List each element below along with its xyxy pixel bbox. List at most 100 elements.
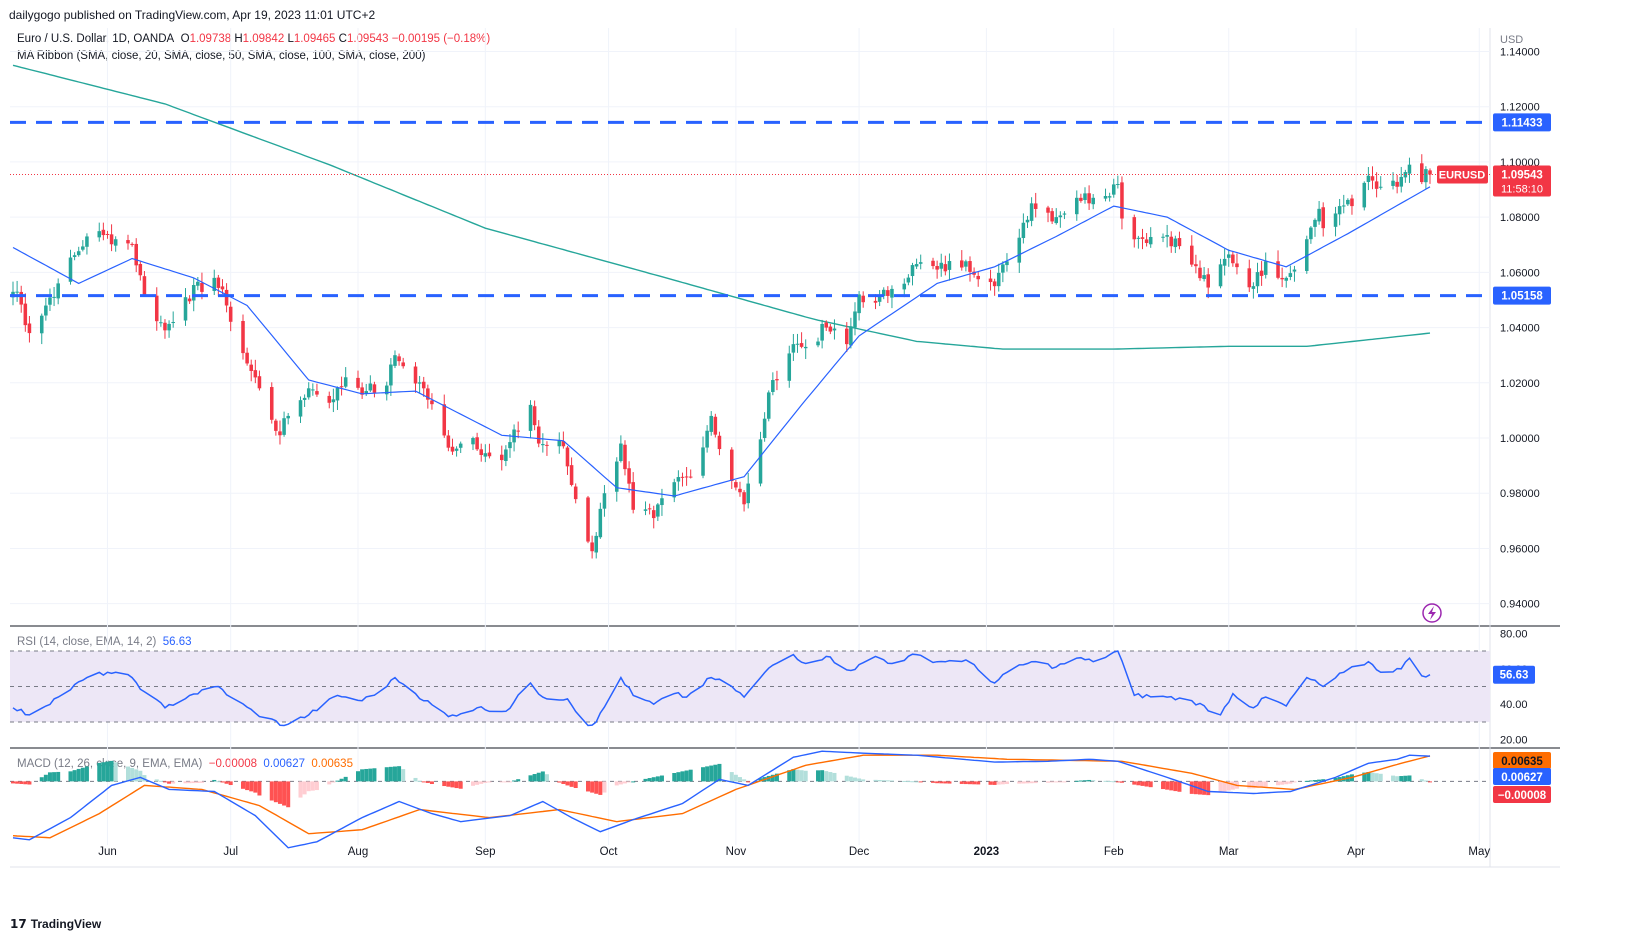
candle-up [171, 321, 175, 323]
candle-up [167, 323, 171, 331]
candle-up [1017, 237, 1022, 263]
macd-histogram-bar [717, 763, 722, 782]
macd-histogram-bar [1251, 781, 1256, 789]
candle-down [126, 240, 130, 244]
macd-histogram-bar [360, 769, 365, 782]
macd-histogram-bar [1025, 781, 1030, 784]
candle-up [528, 404, 533, 431]
symbol-title[interactable]: Euro / U.S. Dollar, 1D, OANDA [17, 33, 175, 45]
macd-signal-line [12, 754, 1431, 839]
candle-up [302, 397, 307, 400]
macd-histogram-bar [590, 781, 595, 793]
candle-up [1107, 196, 1112, 198]
macd-histogram-bar [154, 779, 159, 782]
candle-down [421, 381, 426, 389]
candle-down [253, 370, 258, 378]
candle-up [15, 291, 19, 293]
close-label: C [338, 33, 347, 45]
macd-histogram-bar [742, 779, 747, 782]
macd-histogram-bar [507, 781, 512, 783]
macd-histogram-bar [72, 770, 77, 782]
candle-up [771, 380, 775, 392]
macd-histogram-bar [1312, 780, 1317, 782]
candle-up [364, 391, 368, 394]
month-label: Apr [1347, 846, 1365, 858]
macd-histogram-bar [943, 781, 948, 784]
macd-histogram-bar [959, 781, 964, 784]
macd-histogram-bar [162, 781, 167, 783]
candle-down [1370, 176, 1375, 181]
macd-histogram-bar [401, 769, 406, 782]
macd-histogram-bar [557, 781, 562, 783]
macd-histogram-bar [976, 781, 981, 785]
candle-down [269, 387, 274, 420]
macd-histogram-bar [844, 775, 849, 782]
macd-histogram-bar [126, 766, 131, 782]
candle-up [1317, 208, 1321, 222]
candle-up [1103, 195, 1108, 199]
candle-up [508, 442, 512, 449]
candle-down [278, 431, 282, 436]
macd-histogram-bar [138, 770, 143, 782]
macd-histogram-bar [889, 780, 894, 782]
candle-up [939, 262, 944, 269]
candle-up [331, 399, 336, 403]
candle-up [1054, 217, 1059, 224]
rsi-legend-label[interactable]: RSI (14, close, EMA, 14, 2) [17, 636, 157, 648]
candle-up [1263, 261, 1268, 275]
countdown-value: 11:58:10 [1501, 184, 1543, 196]
macd-histogram-bar [1046, 781, 1051, 783]
macd-histogram-bar [105, 761, 110, 782]
rsi-tick-label: 20.00 [1500, 735, 1528, 747]
candle-down [1087, 193, 1091, 204]
candle-up [39, 315, 44, 334]
candle-up [504, 449, 508, 461]
candle-up [471, 438, 475, 445]
candle-up [1083, 193, 1087, 201]
candle-down [651, 510, 656, 519]
candle-down [499, 454, 504, 461]
candle-up [676, 477, 681, 482]
candle-down [109, 234, 114, 245]
candle-up [619, 443, 623, 461]
candle-down [569, 465, 574, 485]
macd-histogram-bar [569, 781, 574, 787]
candle-down [988, 278, 993, 283]
candle-up [417, 382, 422, 384]
candle-up [787, 353, 792, 381]
macd-histogram-bar [388, 766, 393, 782]
macd-histogram-bar [109, 760, 114, 782]
candle-up [762, 418, 767, 438]
candle-up [343, 377, 348, 387]
candle-up [196, 281, 200, 286]
macd-histogram-bar [1082, 780, 1087, 782]
macd-histogram-bar [1004, 781, 1009, 785]
macd-histogram-bar [442, 781, 447, 787]
candle-down [446, 435, 451, 448]
candle-down [1169, 236, 1174, 247]
candle-up [1148, 236, 1153, 245]
macd-histogram-bar [52, 772, 57, 782]
candle-up [389, 364, 393, 386]
macd-histogram-bar [1202, 781, 1207, 795]
candle-down [487, 452, 492, 457]
candle-down [627, 468, 631, 484]
candle-up [286, 415, 290, 419]
candle-up [113, 239, 118, 246]
candle-up [643, 509, 648, 511]
candle-up [1001, 264, 1005, 273]
candle-down [1198, 267, 1202, 279]
macd-histogram-bar [47, 772, 52, 782]
macd-histogram-bar [257, 781, 262, 796]
candle-up [458, 443, 463, 448]
macd-histogram-bar [397, 766, 402, 782]
ma-ribbon-legend[interactable]: MA Ribbon (SMA, close, 20, SMA, close, 5… [17, 50, 426, 62]
price-tick-label: 1.04000 [1500, 323, 1540, 335]
month-label: Oct [600, 846, 619, 858]
candle-up [660, 498, 664, 506]
candle-down [372, 384, 377, 393]
candle-up [766, 392, 771, 419]
price-tick-label: 1.06000 [1500, 267, 1540, 279]
macd-histogram-bar [417, 780, 422, 782]
